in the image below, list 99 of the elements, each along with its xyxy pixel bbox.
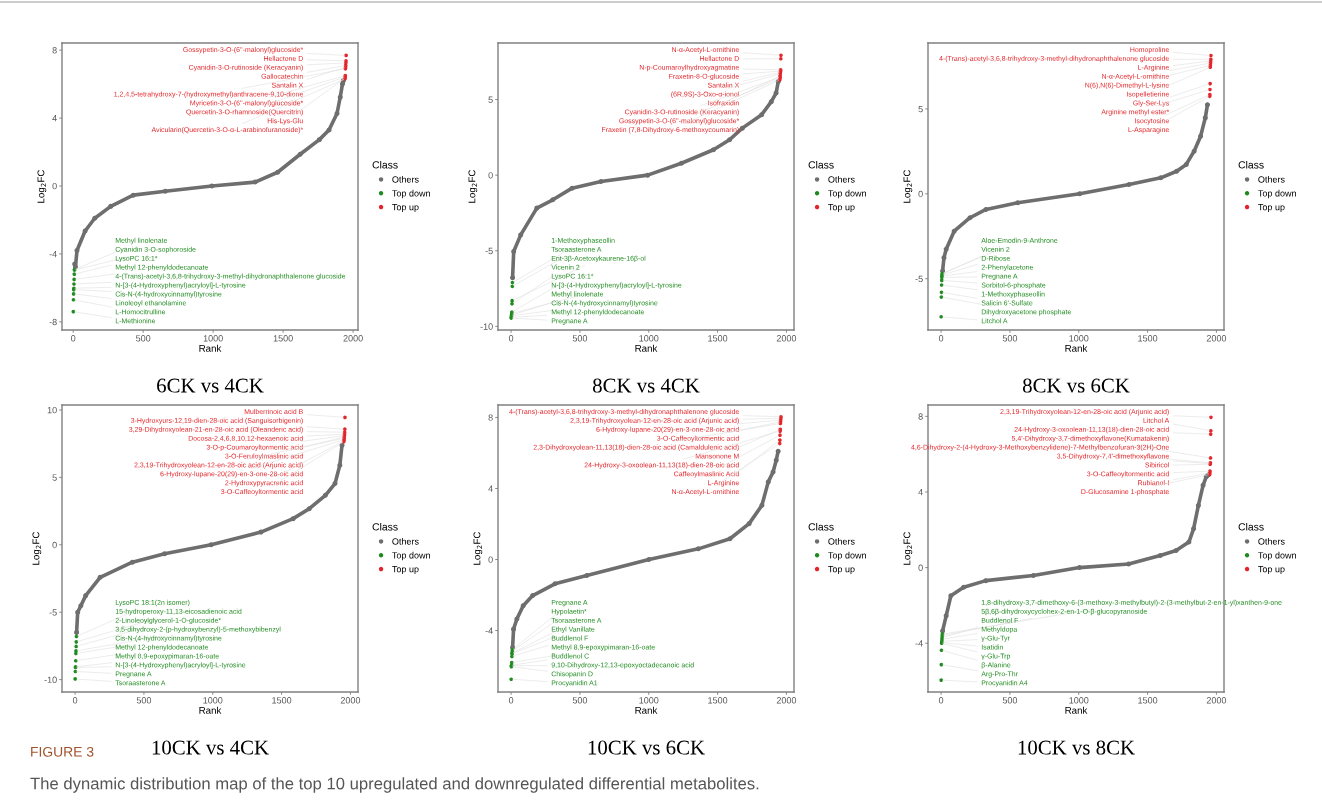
x-axis-title: Rank	[199, 706, 222, 714]
y-tick-label: 0	[52, 541, 57, 549]
x-tick-label: 1000	[639, 697, 659, 704]
x-tick-label: 500	[572, 697, 588, 704]
legend-label: Others	[828, 176, 855, 183]
legend-label: Top up	[1258, 566, 1285, 575]
legend-label: Top down	[828, 551, 866, 561]
x-tick-label: 1500	[708, 697, 728, 704]
y-tick-label: -4	[49, 250, 57, 258]
y-tick-label: 4	[918, 489, 923, 496]
y-tick-label: 0	[918, 564, 923, 571]
legend-label: Top up	[1258, 204, 1285, 213]
x-axis-title: Rank	[1065, 344, 1088, 352]
y-tick-label: -8	[49, 318, 57, 326]
x-axis-title: Rank	[199, 344, 222, 352]
y-tick-label: 4	[52, 115, 57, 122]
y-tick-label: 0	[488, 172, 493, 179]
legend-label: Others	[828, 538, 855, 545]
x-tick-label: 2000	[340, 697, 361, 704]
legend-title: Class	[372, 522, 398, 531]
x-axis-title: Rank	[635, 344, 658, 352]
y-tick-label: 0	[918, 190, 923, 198]
text: 10CK vs 4CK	[152, 740, 269, 755]
y-tick-label: -5	[485, 247, 493, 255]
x-tick-label: 1500	[272, 697, 292, 704]
x-tick-label: 0	[938, 335, 944, 342]
legend-label: Top up	[392, 204, 419, 213]
x-tick-label: 500	[136, 697, 152, 704]
text: 8CK vs 6CK	[1022, 378, 1130, 393]
legend-label: Others	[392, 176, 419, 183]
x-tick-label: 1000	[203, 697, 223, 704]
x-tick-label: 2000	[1206, 335, 1227, 342]
y-tick-label: -4	[485, 627, 493, 634]
legend-title: Class	[808, 522, 834, 531]
y-tick-label: -10	[44, 676, 57, 683]
y-tick-label: -5	[915, 275, 923, 283]
x-tick-label: 2000	[776, 697, 797, 704]
x-axis-title: Rank	[1065, 706, 1088, 714]
x-tick-label: 2000	[343, 335, 363, 342]
y-axis-title: Log$_{2}$FC	[903, 531, 913, 565]
x-tick-label: 1000	[1069, 697, 1089, 704]
text: 8CK vs 4CK	[592, 378, 700, 393]
legend-label: Top down	[1258, 189, 1296, 199]
x-tick-label: 500	[1002, 697, 1018, 704]
legend-label: Others	[1258, 538, 1285, 545]
x-tick-label: 500	[1002, 335, 1018, 342]
x-tick-label: 1500	[1138, 697, 1158, 704]
x-tick-label: 0	[938, 697, 944, 704]
y-tick-label: 5	[488, 96, 493, 103]
x-tick-label: 1500	[708, 335, 728, 342]
x-tick-label: 0	[71, 335, 76, 342]
y-tick-label: 8	[52, 47, 57, 54]
y-axis-title: Log$_{2}$FC	[37, 169, 47, 203]
text: 6CK vs 4CK	[157, 378, 264, 393]
y-tick-label: 8	[488, 414, 493, 421]
legend-label: Top down	[828, 189, 866, 199]
legend-label: Top down	[1258, 551, 1296, 561]
legend-title: Class	[1238, 160, 1264, 169]
y-axis-title: Log$_{2}$FC	[32, 531, 42, 565]
legend-title: Class	[372, 160, 398, 169]
legend-label: Others	[392, 538, 419, 545]
y-axis-title: Log$_{2}$FC	[468, 169, 478, 203]
y-tick-label: 4	[488, 485, 493, 492]
y-tick-label: 8	[918, 413, 923, 420]
x-tick-label: 0	[508, 335, 514, 342]
y-tick-label: 0	[488, 556, 493, 563]
legend-label: Top up	[828, 566, 855, 575]
legend-title: Class	[808, 160, 834, 169]
x-tick-label: 2000	[1206, 697, 1227, 704]
x-tick-label: 0	[72, 697, 78, 704]
y-tick-label: -4	[915, 640, 923, 647]
x-tick-label: 1000	[639, 335, 659, 342]
legend-label: Top up	[828, 204, 855, 213]
legend-title: Class	[1238, 522, 1264, 531]
y-tick-label: 5	[52, 474, 57, 481]
y-tick-label: 0	[52, 182, 57, 190]
caption: FIGURE 3	[31, 746, 94, 757]
legend-label: Top down	[392, 551, 430, 561]
x-tick-label: 500	[572, 335, 588, 342]
x-tick-label: 0	[508, 697, 514, 704]
y-tick-label: -10	[480, 323, 493, 330]
text: The dynamic distribution map of the top 10 upregulated and downregulated differential metabolites.	[30, 777, 759, 793]
y-tick-label: 10	[47, 406, 57, 414]
x-tick-label: 1000	[203, 335, 223, 342]
x-tick-label: 500	[136, 335, 151, 342]
y-axis-title: Log$_{2}$FC	[903, 169, 913, 203]
text: 10CK vs 6CK	[588, 740, 705, 755]
x-tick-label: 1000	[1069, 335, 1089, 342]
legend-label: Others	[1258, 176, 1285, 183]
x-tick-label: 1500	[1138, 335, 1158, 342]
legend-label: Top down	[392, 189, 430, 199]
x-tick-label: 2000	[776, 335, 797, 342]
y-axis-title: Log$_{2}$FC	[473, 531, 483, 565]
legend-label: Top up	[392, 566, 419, 575]
text: 10CK vs 8CK	[1018, 740, 1135, 755]
y-tick-label: -5	[49, 609, 57, 616]
y-tick-label: 5	[918, 105, 923, 113]
x-tick-label: 1500	[273, 335, 293, 342]
x-axis-title: Rank	[635, 706, 658, 714]
